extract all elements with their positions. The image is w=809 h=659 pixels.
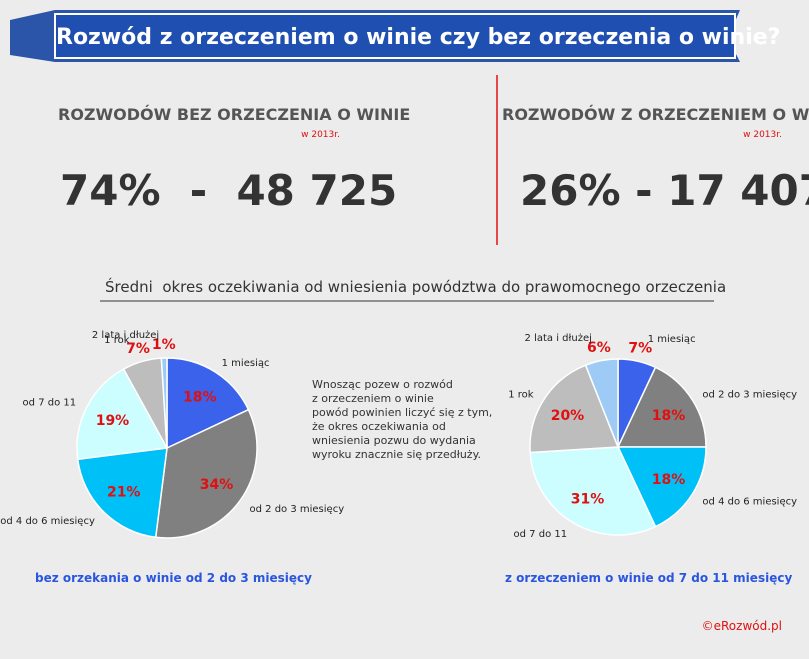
pie-slice bbox=[616, 446, 707, 528]
pie-category-label: od 7 do 11 bbox=[514, 529, 568, 540]
pie-category-label: 1 miesiąc bbox=[222, 358, 270, 369]
pie-category-label: od 2 do 3 miesięcy bbox=[250, 504, 345, 515]
pie-value-label: 1% bbox=[152, 337, 176, 353]
pie-slice bbox=[166, 357, 250, 450]
note-line: wyroku znacznie się przedłuży. bbox=[312, 448, 481, 461]
pie-category-label: 1 rok bbox=[508, 389, 534, 400]
pie-slice bbox=[529, 364, 620, 454]
pie-slice bbox=[529, 446, 657, 536]
pie-category-label: od 7 do 11 bbox=[23, 398, 77, 409]
pie-value-label: 18% bbox=[652, 472, 686, 488]
pie-value-label: 7% bbox=[628, 340, 652, 356]
pie-caption: z orzeczeniem o winie od 7 do 11 miesięc… bbox=[505, 571, 792, 585]
pie-value-label: 18% bbox=[183, 389, 217, 405]
pie-slice bbox=[616, 366, 707, 448]
pie-slice bbox=[160, 357, 168, 449]
pie-caption: bez orzekania o winie od 2 do 3 miesięcy bbox=[35, 571, 312, 585]
stat-label: ROZWODÓW Z ORZECZENIEM O WINIE bbox=[502, 105, 809, 124]
pie-slice bbox=[584, 358, 619, 448]
title: Rozwód z orzeczeniem o winie czy bez orz… bbox=[56, 25, 780, 50]
note-line: z orzeczeniem o winie bbox=[312, 392, 434, 405]
pie-slice bbox=[76, 368, 169, 461]
pie-value-label: 34% bbox=[200, 477, 234, 493]
pie-slice bbox=[76, 447, 168, 539]
pie-category-label: od 4 do 6 miesięcy bbox=[702, 497, 797, 508]
pie-value-label: 19% bbox=[96, 413, 130, 429]
pie-value-label: 31% bbox=[571, 492, 605, 508]
stat-figure: 26% - 17 407 bbox=[520, 166, 809, 215]
stat-label: ROZWODÓW BEZ ORZECZENIA O WINIE bbox=[58, 105, 410, 124]
pie-category-label: 2 lata i dłużej bbox=[525, 333, 592, 344]
note-line: wniesienia pozwu do wydania bbox=[312, 434, 476, 447]
pie-value-label: 7% bbox=[126, 341, 150, 357]
title-band bbox=[54, 13, 736, 59]
subtitle: Średni okres oczekiwania od wniesienia p… bbox=[105, 277, 726, 296]
pie-slice bbox=[154, 408, 258, 539]
pie-value-label: 6% bbox=[587, 340, 611, 356]
pie-category-label: 2 lata i dłużej bbox=[92, 330, 159, 341]
stat-figure: 74% - 48 725 bbox=[60, 166, 397, 215]
pie-value-label: 21% bbox=[107, 484, 141, 500]
pie-category-label: od 2 do 3 miesięcy bbox=[702, 389, 797, 400]
note-line: powód powinien liczyć się z tym, bbox=[312, 406, 492, 419]
note-line: Wnosząc pozew o rozwód bbox=[312, 378, 453, 391]
stat-year: w 2013r. bbox=[301, 130, 340, 140]
footer: ©eRozwód.pl bbox=[702, 619, 782, 633]
pie-category-label: 1 miesiąc bbox=[648, 334, 696, 345]
stat-year: w 2013r. bbox=[743, 130, 782, 140]
pie-value-label: 18% bbox=[652, 408, 686, 424]
pie-category-label: od 4 do 6 miesięcy bbox=[0, 516, 95, 527]
note-line: że okres oczekiwania od bbox=[312, 420, 446, 433]
pie-value-label: 20% bbox=[551, 408, 585, 424]
pie-category-label: 1 rok bbox=[104, 335, 130, 346]
